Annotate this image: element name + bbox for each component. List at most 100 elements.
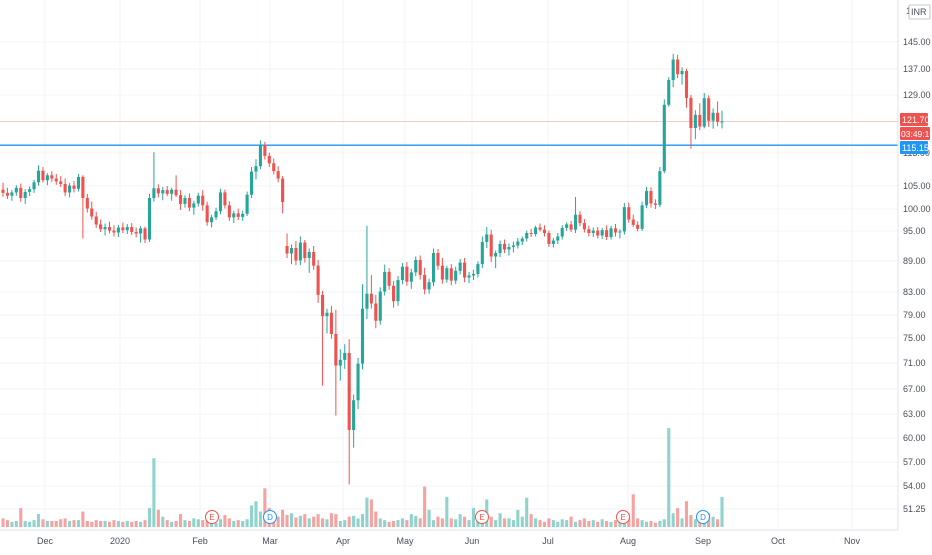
candle[interactable] bbox=[254, 159, 258, 180]
candle[interactable] bbox=[50, 171, 54, 182]
candle[interactable] bbox=[116, 224, 120, 237]
candle[interactable] bbox=[711, 108, 715, 129]
candle[interactable] bbox=[631, 214, 635, 228]
candle[interactable] bbox=[440, 258, 444, 284]
candles[interactable] bbox=[1, 53, 724, 485]
candle[interactable] bbox=[165, 186, 169, 197]
candle[interactable] bbox=[529, 228, 533, 237]
candle[interactable] bbox=[676, 54, 680, 79]
candle[interactable] bbox=[662, 99, 666, 174]
candle[interactable] bbox=[467, 271, 471, 284]
candle[interactable] bbox=[547, 230, 551, 247]
candle[interactable] bbox=[245, 191, 249, 217]
candle[interactable] bbox=[431, 248, 436, 287]
candle[interactable] bbox=[45, 173, 49, 186]
candle[interactable] bbox=[316, 260, 320, 303]
earnings-marker[interactable]: E bbox=[616, 510, 630, 524]
candle[interactable] bbox=[68, 183, 72, 198]
candle[interactable] bbox=[85, 193, 89, 213]
candle[interactable] bbox=[605, 225, 609, 240]
candle[interactable] bbox=[294, 241, 298, 266]
candle[interactable] bbox=[267, 152, 271, 168]
candle[interactable] bbox=[112, 225, 116, 237]
candle[interactable] bbox=[414, 256, 418, 276]
candle[interactable] bbox=[480, 236, 484, 269]
dividend-marker[interactable]: D bbox=[696, 510, 710, 524]
candle[interactable] bbox=[258, 140, 262, 170]
candle[interactable] bbox=[289, 244, 294, 265]
candle[interactable] bbox=[183, 195, 187, 208]
candle[interactable] bbox=[347, 339, 351, 485]
candle[interactable] bbox=[449, 264, 453, 286]
candle[interactable] bbox=[192, 200, 196, 215]
candle[interactable] bbox=[716, 101, 720, 127]
candle[interactable] bbox=[498, 240, 502, 258]
candle[interactable] bbox=[307, 248, 311, 273]
candle[interactable] bbox=[538, 223, 542, 232]
candle[interactable] bbox=[152, 152, 156, 202]
candle[interactable] bbox=[32, 179, 36, 193]
candle[interactable] bbox=[707, 95, 711, 127]
candle[interactable] bbox=[236, 208, 240, 220]
candle[interactable] bbox=[405, 262, 409, 286]
candle[interactable] bbox=[99, 219, 103, 232]
candle[interactable] bbox=[81, 175, 85, 239]
candle[interactable] bbox=[689, 95, 693, 149]
candle[interactable] bbox=[156, 184, 160, 198]
candle[interactable] bbox=[507, 243, 511, 256]
candle[interactable] bbox=[471, 269, 476, 281]
candle[interactable] bbox=[54, 174, 58, 185]
candle[interactable] bbox=[649, 187, 653, 208]
candle[interactable] bbox=[494, 250, 498, 269]
candle[interactable] bbox=[103, 223, 107, 236]
candle[interactable] bbox=[387, 268, 391, 290]
candle[interactable] bbox=[551, 238, 555, 248]
price-axis[interactable]: 153 INR 51.2554.0057.0060.0063.0067.0071… bbox=[897, 0, 931, 530]
candle[interactable] bbox=[383, 264, 387, 296]
candle[interactable] bbox=[374, 294, 378, 329]
candle[interactable] bbox=[210, 214, 214, 228]
candle[interactable] bbox=[392, 281, 396, 308]
candle[interactable] bbox=[232, 210, 236, 224]
candle[interactable] bbox=[130, 223, 134, 235]
candle[interactable] bbox=[520, 236, 524, 246]
candle[interactable] bbox=[600, 227, 604, 239]
candle[interactable] bbox=[436, 249, 440, 270]
candle[interactable] bbox=[121, 222, 125, 233]
dividend-marker[interactable]: D bbox=[263, 510, 277, 524]
candle[interactable] bbox=[134, 227, 138, 238]
candle[interactable] bbox=[360, 284, 365, 370]
candle[interactable] bbox=[263, 141, 267, 160]
candle[interactable] bbox=[312, 246, 316, 270]
candle[interactable] bbox=[573, 197, 578, 233]
candle[interactable] bbox=[161, 186, 165, 201]
candle[interactable] bbox=[178, 190, 183, 210]
candle[interactable] bbox=[90, 201, 94, 220]
candle[interactable] bbox=[378, 287, 382, 325]
candle[interactable] bbox=[325, 308, 329, 334]
candle[interactable] bbox=[139, 226, 143, 243]
candle[interactable] bbox=[174, 175, 178, 198]
candle[interactable] bbox=[343, 344, 347, 369]
candle[interactable] bbox=[485, 227, 489, 248]
candle[interactable] bbox=[596, 227, 600, 239]
candle[interactable] bbox=[196, 192, 200, 207]
candle[interactable] bbox=[667, 77, 671, 107]
candle[interactable] bbox=[396, 275, 400, 306]
candle[interactable] bbox=[423, 267, 427, 295]
candle[interactable] bbox=[680, 67, 684, 85]
candle[interactable] bbox=[223, 189, 227, 209]
candle[interactable] bbox=[272, 158, 276, 175]
candle[interactable] bbox=[365, 225, 369, 320]
candle[interactable] bbox=[454, 266, 458, 285]
candle[interactable] bbox=[72, 181, 76, 193]
candle[interactable] bbox=[14, 185, 18, 196]
candle[interactable] bbox=[622, 203, 626, 235]
candle[interactable] bbox=[227, 201, 231, 221]
candle[interactable] bbox=[591, 227, 595, 237]
candle[interactable] bbox=[10, 190, 14, 201]
candle[interactable] bbox=[542, 225, 547, 237]
